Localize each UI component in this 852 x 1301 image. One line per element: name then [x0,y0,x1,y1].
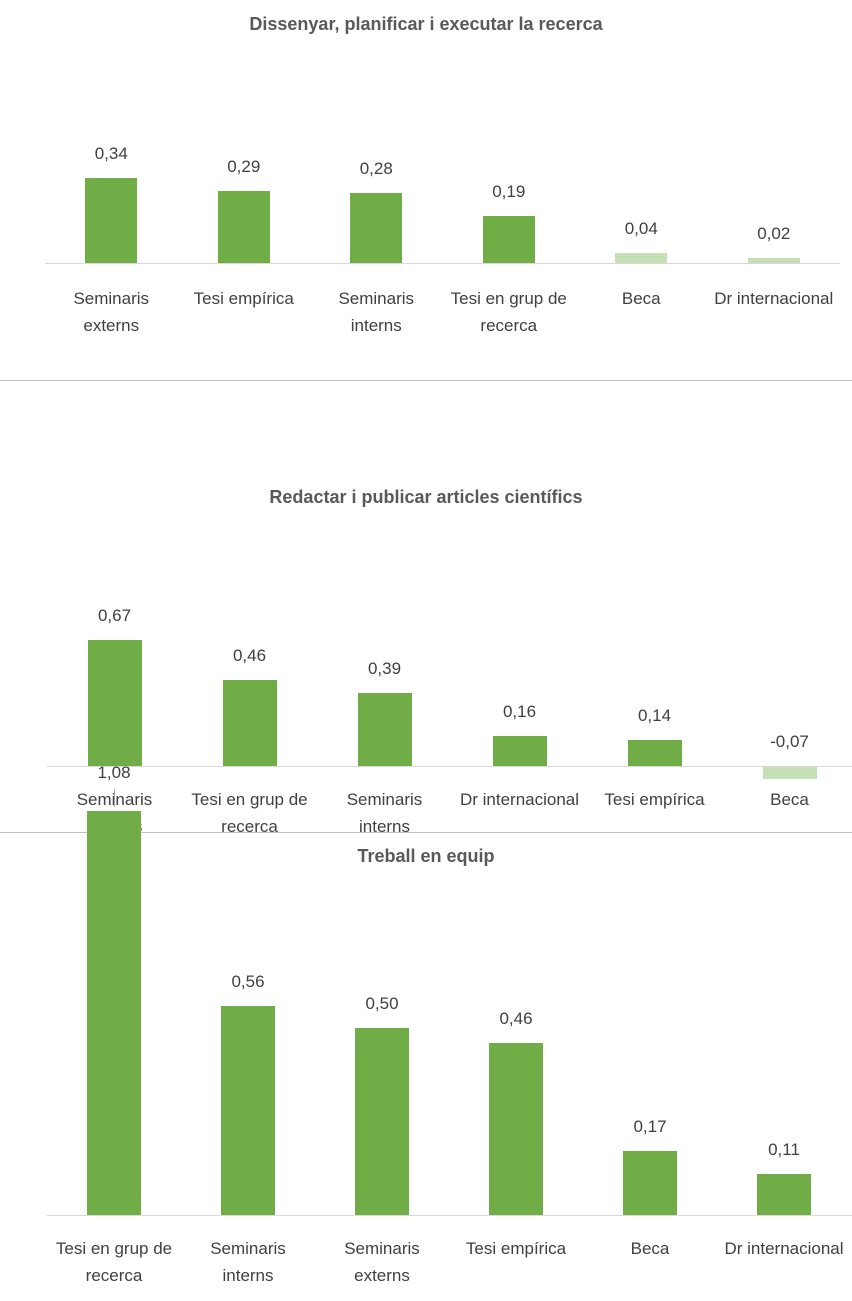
x-tick-label: Dr internacional [724,1239,844,1258]
x-axis [47,1215,852,1216]
value-label: 0,28 [359,159,393,178]
divider [0,380,852,381]
value-label: 0,17 [633,1117,667,1137]
bar [350,193,403,263]
bar [85,178,138,263]
value-label: 0,34 [94,144,128,163]
chart-title: Dissenyar, planificar i executar la rece… [249,14,603,34]
bar [87,640,142,766]
bar [222,679,277,766]
bar [615,253,668,263]
x-tick-label: Dr internacional [714,289,834,308]
x-tick-label: Seminaris interns [346,790,423,836]
bar [762,766,817,780]
value-label: 1,08 [97,763,131,783]
value-label: 0,56 [231,971,265,991]
x-tick-label: Tesi empírica [465,1239,567,1258]
divider [0,832,852,833]
value-label: 0,19 [492,181,526,201]
x-tick-label: Dr internacional [459,790,580,809]
bar [623,1151,677,1215]
bar [217,190,270,263]
value-label: 0,02 [757,224,791,243]
bar [221,1005,275,1215]
x-tick-label: Beca [770,790,809,809]
value-label: 0,16 [502,701,537,721]
value-label: -0,07 [770,732,809,751]
value-label: 0,46 [232,645,267,665]
value-label: 0,39 [367,658,402,678]
bar [357,692,412,766]
x-tick-label: Tesi empírica [193,289,294,308]
bar [355,1028,409,1215]
bar [757,1173,811,1215]
x-tick-label: Tesi en grup de recerca [450,289,567,335]
bar [627,739,682,766]
value-label: 0,14 [637,705,672,725]
value-label: 0,50 [365,994,399,1013]
x-tick-label: Tesi empírica [604,790,705,809]
x-tick-label: Beca [630,1239,670,1258]
leader-line [114,789,115,808]
chart-title: Redactar i publicar articles científics [269,487,583,507]
value-label: 0,29 [227,156,261,176]
bar [492,735,547,766]
x-tick-label: Seminaris interns [210,1239,286,1285]
x-tick-label: Beca [621,289,661,308]
x-axis [47,766,852,767]
x-tick-label: Seminaris interns [338,289,415,335]
bar [87,811,141,1215]
x-tick-label: Tesi en grup de recerca [191,790,308,836]
bar [489,1042,543,1215]
x-tick-label: Tesi en grup de recerca [55,1239,173,1285]
x-axis [45,263,840,264]
value-label: 0,67 [97,606,132,626]
value-label: 0,04 [624,219,658,238]
chart-title: Treball en equip [357,846,495,866]
value-label: 0,46 [499,1008,533,1028]
bar [747,258,800,263]
x-tick-label: Seminaris externs [73,289,150,335]
bar [482,215,535,263]
x-tick-label: Seminaris externs [344,1239,420,1285]
value-label: 0,11 [768,1139,800,1159]
